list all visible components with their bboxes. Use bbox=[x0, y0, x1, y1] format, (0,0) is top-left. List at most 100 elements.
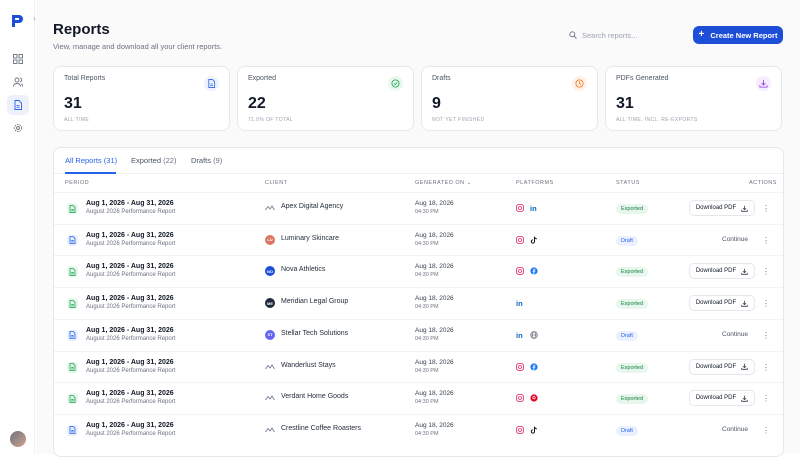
client-logo: ME bbox=[265, 298, 275, 309]
download-pdf-button[interactable]: Download PDF bbox=[689, 390, 755, 407]
clock-icon bbox=[575, 79, 584, 88]
download-pdf-button[interactable]: Download PDF bbox=[689, 295, 755, 312]
linkedin-icon: in bbox=[516, 299, 524, 307]
column-header-generated-on[interactable]: GENERATED ON ⌄ bbox=[415, 180, 472, 186]
more-actions-icon[interactable]: ⋮ bbox=[762, 330, 770, 340]
report-period[interactable]: Aug 1, 2026 - Aug 31, 2026 bbox=[86, 200, 174, 207]
download-icon bbox=[741, 300, 748, 307]
more-actions-icon[interactable]: ⋮ bbox=[762, 299, 770, 309]
report-file-icon bbox=[67, 361, 78, 373]
table-row[interactable]: Aug 1, 2026 - Aug 31, 2026 August 2026 P… bbox=[54, 192, 783, 224]
table-row[interactable]: Aug 1, 2026 - Aug 31, 2026 August 2026 P… bbox=[54, 382, 783, 414]
stat-card-icon-badge bbox=[388, 76, 403, 91]
tab-count: (9) bbox=[213, 156, 223, 165]
report-period[interactable]: Aug 1, 2026 - Aug 31, 2026 bbox=[86, 326, 174, 334]
continue-button[interactable]: Continue bbox=[722, 330, 749, 338]
client-logo bbox=[265, 203, 275, 213]
client-logo: LU bbox=[265, 234, 275, 245]
stat-card: PDFs Generated 31 ALL TIME, INCL. RE-EXP… bbox=[605, 66, 782, 131]
report-period[interactable]: Aug 1, 2026 - Aug 31, 2026 bbox=[86, 231, 174, 239]
more-actions-icon[interactable]: ⋮ bbox=[762, 394, 770, 404]
instagram-icon bbox=[516, 267, 524, 276]
tiktok-icon bbox=[530, 236, 538, 244]
table-row[interactable]: Aug 1, 2026 - Aug 31, 2026 August 2026 P… bbox=[54, 223, 783, 256]
table-row[interactable]: Aug 1, 2026 - Aug 31, 2026 August 2026 P… bbox=[54, 350, 783, 383]
tab-all-reports[interactable]: All Reports (31) bbox=[65, 156, 117, 165]
generated-time: 04:30 PM bbox=[415, 399, 439, 406]
report-name: August 2026 Performance Report bbox=[86, 335, 176, 342]
client-logo: NO bbox=[265, 266, 275, 277]
generated-date: Aug 18, 2026 bbox=[415, 263, 454, 271]
document-icon bbox=[208, 79, 216, 88]
sidebar-item-clients[interactable] bbox=[7, 72, 29, 92]
sidebar-item-reports[interactable] bbox=[7, 95, 29, 115]
report-tabs: All Reports (31) Exported (22) Drafts (9… bbox=[54, 148, 783, 174]
more-actions-icon[interactable]: ⋮ bbox=[762, 425, 770, 435]
tab-drafts[interactable]: Drafts (9) bbox=[191, 156, 222, 165]
tab-count: (22) bbox=[163, 156, 177, 165]
search-input[interactable]: Search reports... bbox=[569, 28, 679, 42]
client-name: Crestline Coffee Roasters bbox=[281, 424, 362, 432]
report-file-icon bbox=[67, 266, 78, 278]
continue-button[interactable]: Continue bbox=[722, 235, 749, 243]
more-actions-icon[interactable]: ⋮ bbox=[762, 267, 770, 277]
client-logo bbox=[265, 424, 275, 435]
stat-card-sub: ALL TIME bbox=[64, 117, 90, 123]
report-file-icon bbox=[67, 393, 78, 405]
generated-date: Aug 18, 2026 bbox=[415, 390, 454, 398]
stat-card-icon-badge bbox=[756, 76, 771, 91]
document-icon bbox=[14, 100, 22, 110]
svg-text:in: in bbox=[530, 204, 537, 212]
app-logo[interactable] bbox=[10, 14, 24, 28]
client-initials: ME bbox=[267, 300, 273, 306]
client-logo bbox=[265, 393, 275, 404]
download-pdf-button[interactable]: Download PDF bbox=[689, 263, 755, 280]
linkedin-icon: in bbox=[530, 204, 538, 212]
table-row[interactable]: Aug 1, 2026 - Aug 31, 2026 August 2026 P… bbox=[54, 413, 783, 446]
sidebar-item-dashboard[interactable] bbox=[7, 49, 29, 69]
reports-table-panel: All Reports (31) Exported (22) Drafts (9… bbox=[53, 147, 784, 457]
more-actions-icon[interactable]: ⋮ bbox=[762, 362, 770, 372]
more-actions-icon[interactable]: ⋮ bbox=[762, 204, 770, 213]
status-badge: Draft bbox=[616, 330, 638, 341]
generated-time: 04:30 PM bbox=[415, 335, 439, 342]
table-row[interactable]: Aug 1, 2026 - Aug 31, 2026 August 2026 P… bbox=[54, 287, 783, 319]
report-file-icon bbox=[67, 298, 78, 310]
collapse-chevron-icon[interactable]: › bbox=[33, 14, 36, 23]
tab-count: (31) bbox=[103, 156, 118, 165]
sidebar-item-settings[interactable] bbox=[7, 118, 29, 138]
stat-card-sub: NOT YET FINISHED bbox=[432, 117, 485, 123]
stat-card: Total Reports 31 ALL TIME bbox=[53, 66, 230, 131]
platform-icons bbox=[516, 267, 538, 276]
platform-icons: in bbox=[516, 204, 538, 212]
report-file-icon bbox=[67, 329, 78, 341]
create-new-report-button[interactable]: + Create New Report bbox=[693, 26, 783, 44]
tab-exported[interactable]: Exported (22) bbox=[131, 156, 176, 165]
svg-text:in: in bbox=[516, 331, 523, 339]
table-row[interactable]: Aug 1, 2026 - Aug 31, 2026 August 2026 P… bbox=[54, 255, 783, 287]
stat-card-value: 9 bbox=[432, 95, 441, 112]
stat-card-sub: 71.0% OF TOTAL bbox=[248, 117, 294, 123]
main-content: Reports View, manage and download all yo… bbox=[36, 0, 800, 457]
facebook-icon bbox=[530, 362, 538, 371]
status-badge: Draft bbox=[616, 425, 638, 436]
report-period[interactable]: Aug 1, 2026 - Aug 31, 2026 bbox=[86, 358, 174, 366]
report-period[interactable]: Aug 1, 2026 - Aug 31, 2026 bbox=[86, 295, 174, 303]
report-period[interactable]: Aug 1, 2026 - Aug 31, 2026 bbox=[86, 390, 174, 398]
gear-icon bbox=[13, 123, 23, 133]
generated-date: Aug 18, 2026 bbox=[415, 358, 454, 366]
tab-label: All Reports bbox=[65, 156, 102, 165]
status-badge: Draft bbox=[616, 235, 638, 246]
report-period[interactable]: Aug 1, 2026 - Aug 31, 2026 bbox=[86, 421, 174, 429]
generated-time: 04:30 PM bbox=[415, 272, 439, 279]
report-period[interactable]: Aug 1, 2026 - Aug 31, 2026 bbox=[86, 263, 174, 271]
status-badge: Exported bbox=[616, 267, 649, 278]
continue-button[interactable]: Continue bbox=[722, 425, 749, 433]
page-subtitle: View, manage and download all your clien… bbox=[53, 42, 223, 51]
download-pdf-label: Download PDF bbox=[695, 268, 737, 275]
download-pdf-button[interactable]: Download PDF bbox=[689, 358, 755, 375]
download-pdf-button[interactable]: Download PDF bbox=[689, 200, 755, 216]
more-actions-icon[interactable]: ⋮ bbox=[762, 235, 770, 245]
user-avatar[interactable] bbox=[10, 431, 26, 447]
table-row[interactable]: Aug 1, 2026 - Aug 31, 2026 August 2026 P… bbox=[54, 318, 783, 351]
